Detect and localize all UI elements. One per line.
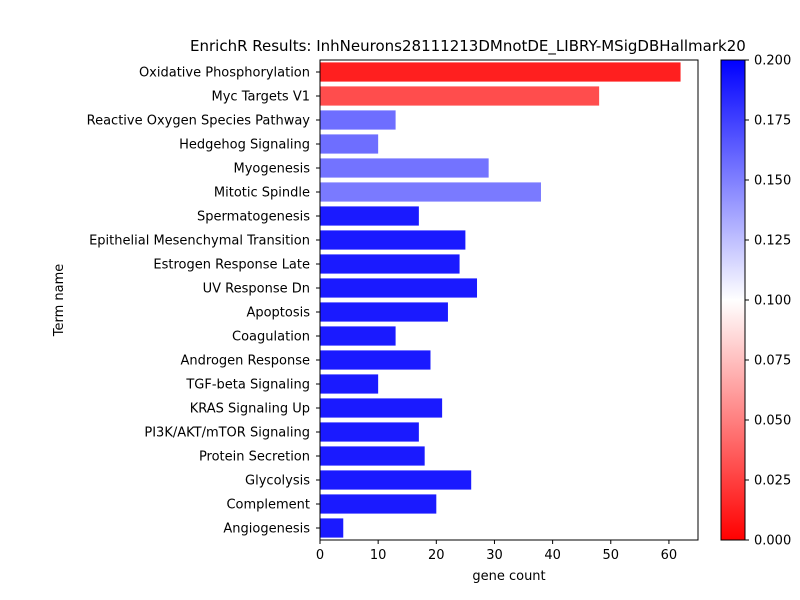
y-tick-label: Estrogen Response Late <box>153 258 310 273</box>
bar <box>320 230 466 250</box>
colorbar <box>720 59 746 541</box>
y-tick-label: PI3K/AKT/mTOR Signaling <box>144 426 310 441</box>
y-tick-label: Reactive Oxygen Species Pathway <box>87 114 311 129</box>
colorbar-tick-label: 0.150 <box>754 174 791 189</box>
colorbar-tick-label: 0.075 <box>754 354 791 369</box>
y-tick-label: Glycolysis <box>245 474 310 489</box>
x-tick-label: 0 <box>316 548 324 563</box>
y-tick-label: Hedgehog Signaling <box>179 138 310 153</box>
y-tick-label: Complement <box>226 498 310 513</box>
x-axis-label: gene count <box>472 569 545 584</box>
y-tick-labels: Oxidative Phosphorylation Myc Targets V1 R… <box>87 66 320 537</box>
x-tick-label: 60 <box>661 548 678 563</box>
y-tick-label: Coagulation <box>232 330 310 345</box>
plot-frame <box>319 59 699 541</box>
bar <box>320 206 419 226</box>
y-tick-label: Apoptosis <box>246 306 310 321</box>
colorbar-tick-label: 0.025 <box>754 474 791 489</box>
colorbar-tick-label: 0.000 <box>754 534 791 549</box>
y-tick-label: Myogenesis <box>233 162 310 177</box>
chart-title: EnrichR Results: InhNeurons28111213DMnot… <box>190 37 746 56</box>
y-tick-label: Spermatogenesis <box>197 210 310 225</box>
colorbar-tick-label: 0.125 <box>754 234 791 249</box>
bar <box>320 110 396 130</box>
x-tick-label: 50 <box>602 548 619 563</box>
x-tick-labels: 0 10 20 30 40 50 60 <box>316 540 677 563</box>
x-tick-label: 40 <box>544 548 561 563</box>
bar <box>320 518 344 538</box>
y-tick-label: Mitotic Spindle <box>214 186 310 201</box>
x-tick-label: 20 <box>428 548 445 563</box>
colorbar-tick-label: 0.050 <box>754 414 791 429</box>
bar <box>320 470 472 490</box>
bar <box>320 254 460 274</box>
bar <box>320 326 396 346</box>
y-tick-label: Myc Targets V1 <box>212 90 310 105</box>
y-tick-label: Angiogenesis <box>223 522 310 537</box>
colorbar-tick-labels: 0.000 0.025 0.050 0.075 0.100 0.125 0.150 0.175… <box>745 54 791 549</box>
bar <box>320 494 437 514</box>
y-tick-label: Androgen Response <box>181 354 310 369</box>
y-tick-label: KRAS Signaling Up <box>190 402 310 417</box>
bar <box>320 398 443 418</box>
bar <box>320 278 478 298</box>
bar <box>320 86 600 106</box>
x-tick-label: 30 <box>486 548 503 563</box>
y-tick-label: Epithelial Mesenchymal Transition <box>89 234 310 249</box>
bar <box>320 62 681 82</box>
y-tick-label: Protein Secretion <box>199 450 310 465</box>
bar <box>320 158 489 178</box>
bar <box>320 302 448 322</box>
bar <box>320 182 541 202</box>
colorbar-tick-label: 0.175 <box>754 114 791 129</box>
bar <box>320 134 379 154</box>
x-tick-label: 10 <box>370 548 387 563</box>
y-tick-label: Oxidative Phosphorylation <box>139 66 310 81</box>
colorbar-tick-label: 0.100 <box>754 294 791 309</box>
bar <box>320 350 431 370</box>
bars-layer <box>320 62 681 538</box>
y-axis-label: Term name <box>52 264 67 338</box>
colorbar-tick-label: 0.200 <box>754 54 791 69</box>
bar <box>320 422 419 442</box>
bar <box>320 374 379 394</box>
y-tick-label: TGF-beta Signaling <box>185 378 310 393</box>
y-tick-label: UV Response Dn <box>203 282 310 297</box>
bar <box>320 446 425 466</box>
